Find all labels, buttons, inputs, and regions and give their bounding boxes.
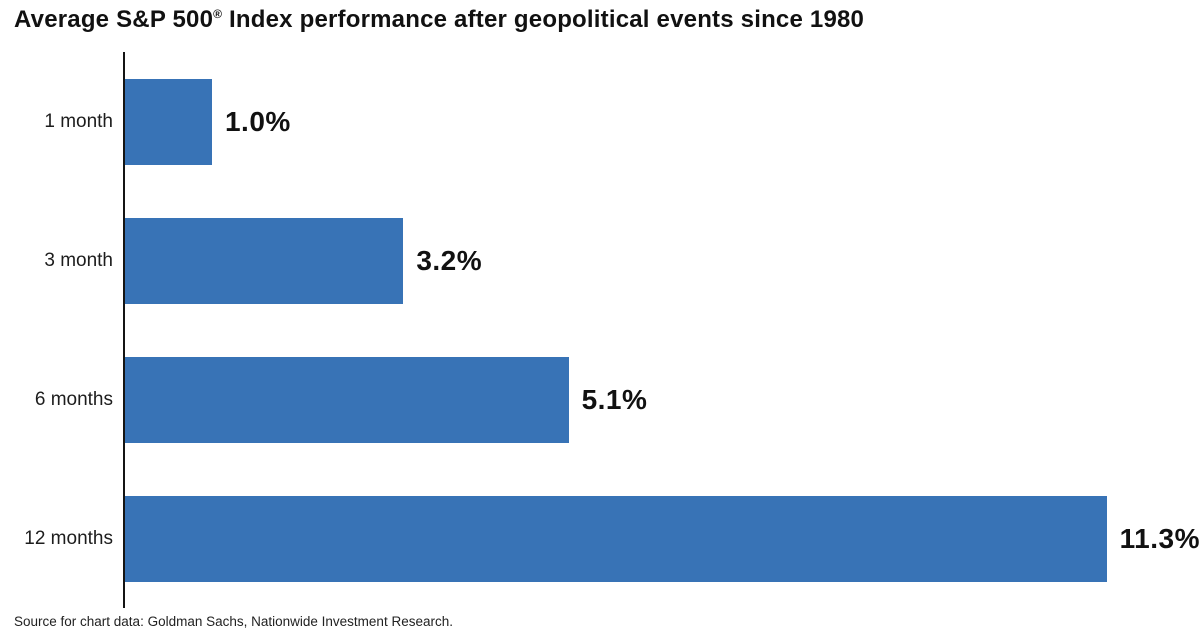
bar-row: 12 months 11.3% [0, 469, 1200, 608]
category-label: 12 months [24, 527, 113, 549]
chart-title-rest: Index performance after geopolitical eve… [222, 6, 865, 33]
y-axis-line [123, 52, 125, 608]
bar-rows: 1 month 1.0% 3 month 3.2% 6 months 5.1% 12 mon… [0, 52, 1200, 608]
chart-title-main: Average S&P 500 [14, 6, 214, 33]
bar-value-label: 5.1% [581, 383, 648, 415]
chart-title: Average S&P 500® Index performance after… [14, 6, 864, 34]
source-note: Source for chart data: Goldman Sachs, Na… [14, 614, 453, 629]
bar-value-label: 11.3% [1119, 522, 1200, 554]
registered-trademark-symbol: ® [213, 7, 223, 21]
bar-value-label: 1.0% [224, 105, 291, 137]
category-label: 6 months [34, 388, 113, 410]
bar-row: 6 months 5.1% [0, 330, 1200, 469]
bar-track: 1.0% [125, 78, 1200, 165]
bar-track: 11.3% [125, 495, 1200, 582]
bar [125, 356, 569, 443]
bar-chart: 1 month 1.0% 3 month 3.2% 6 months 5.1% 12 mon… [0, 52, 1200, 608]
bar-track: 3.2% [125, 217, 1200, 304]
bar-value-label: 3.2% [416, 244, 483, 276]
bar-row: 1 month 1.0% [0, 52, 1200, 191]
category-label: 1 month [44, 110, 113, 132]
category-label: 3 month [44, 249, 113, 271]
bar-row: 3 month 3.2% [0, 191, 1200, 330]
bar [125, 495, 1107, 582]
bar [125, 78, 212, 165]
bar-track: 5.1% [125, 356, 1200, 443]
bar [125, 217, 404, 304]
